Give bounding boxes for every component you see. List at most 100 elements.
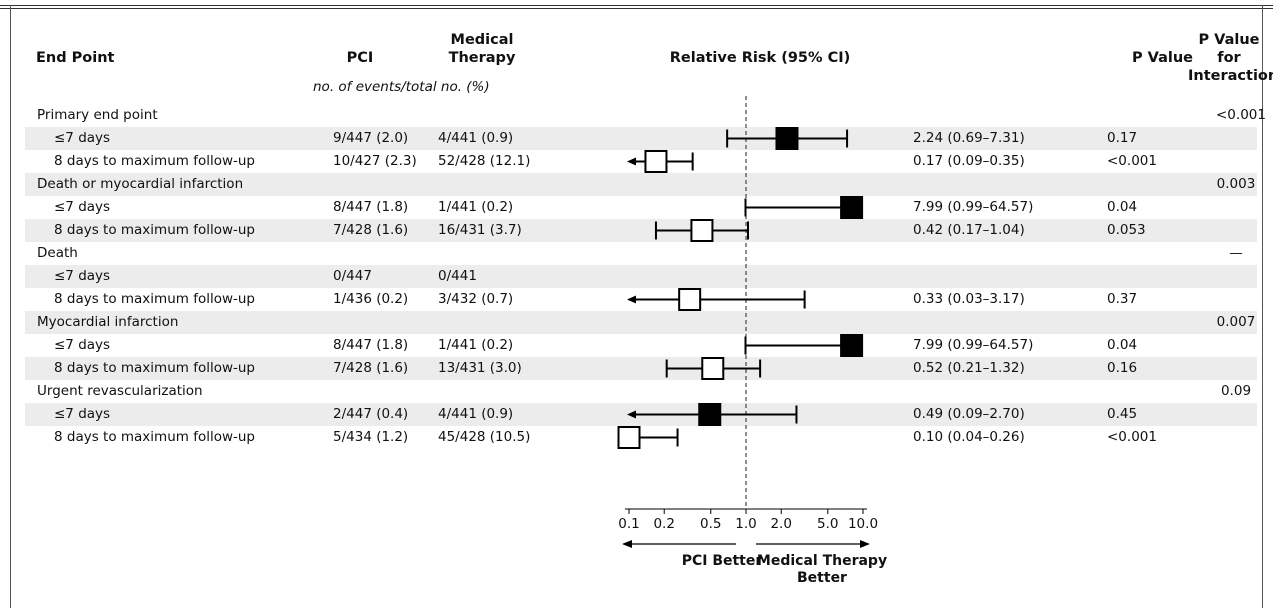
x-tick-label: 2.0 — [770, 516, 791, 532]
p-interaction-value: — — [1229, 245, 1243, 261]
subgroup-label: 8 days to maximum follow-up — [54, 429, 256, 445]
table-row: 8 days to maximum follow-up 5/434 (1.2) 45… — [25, 426, 1257, 449]
group-row: Urgent revascularization 0.09 — [25, 380, 1257, 403]
pci-count: 7/428 (1.6) — [333, 222, 409, 238]
x-tick-label: 1.0 — [735, 516, 756, 532]
table-row: ≤7 days 9/447 (2.0) 4/441 (0.9) 2.24 (0.69–… — [25, 127, 1257, 150]
pci-count: 10/427 (2.3) — [333, 153, 417, 169]
p-interaction-value: <0.001 — [1216, 107, 1266, 123]
point-estimate — [701, 357, 725, 380]
medical-count: 4/441 (0.9) — [438, 406, 514, 422]
group-row: Death or myocardial infarction 0.003 — [25, 173, 1257, 196]
header-pci: PCI — [346, 50, 374, 66]
figure-frame — [10, 5, 1263, 608]
medical-count: 13/431 (3.0) — [438, 360, 522, 376]
medical-count: 1/441 (0.2) — [438, 337, 514, 353]
endpoint-label: Death or myocardial infarction — [37, 176, 244, 192]
point-estimate — [698, 403, 722, 426]
medical-better-arrowhead — [860, 540, 870, 548]
endpoint-label: Urgent revascularization — [37, 383, 203, 399]
x-tick-label: 0.1 — [618, 516, 639, 532]
top-rule-inner — [0, 8, 1273, 9]
relative-risk-text: 0.49 (0.09–2.70) — [913, 406, 1025, 422]
relative-risk-text: 0.42 (0.17–1.04) — [913, 222, 1025, 238]
endpoint-label: Myocardial infarction — [37, 314, 179, 330]
point-estimate — [840, 334, 864, 357]
relative-risk-text: 7.99 (0.99–64.57) — [913, 337, 1034, 353]
table-row: 8 days to maximum follow-up 7/428 (1.6) 16… — [25, 219, 1257, 242]
subgroup-label: 8 days to maximum follow-up — [54, 153, 256, 169]
subgroup-label: ≤7 days — [54, 406, 111, 422]
p-interaction-value: 0.007 — [1216, 314, 1256, 330]
subgroup-label: 8 days to maximum follow-up — [54, 360, 256, 376]
p-value: 0.053 — [1107, 222, 1146, 238]
table-row: ≤7 days 8/447 (1.8) 1/441 (0.2) 7.99 (0.99–… — [25, 196, 1257, 219]
point-estimate — [678, 288, 702, 311]
medical-count: 3/432 (0.7) — [438, 291, 514, 307]
header-end-point: End Point — [36, 50, 115, 66]
relative-risk-text: 2.24 (0.69–7.31) — [913, 130, 1025, 146]
medical-count: 4/441 (0.9) — [438, 130, 514, 146]
table-row: ≤7 days 0/447 0/441 — [25, 265, 1257, 288]
table-row: 8 days to maximum follow-up 7/428 (1.6) 13… — [25, 357, 1257, 380]
subgroup-label: ≤7 days — [54, 199, 111, 215]
x-tick-label: 5.0 — [817, 516, 838, 532]
p-interaction-value: 0.003 — [1216, 176, 1256, 192]
medical-count: 52/428 (12.1) — [438, 153, 531, 169]
endpoint-label: Primary end point — [37, 107, 158, 123]
table-row: 8 days to maximum follow-up 10/427 (2.3) 5… — [25, 150, 1257, 173]
header-medical-therapy: Medical Therapy — [448, 32, 516, 66]
p-value: <0.001 — [1107, 153, 1157, 169]
x-tick-label: 0.2 — [653, 516, 674, 532]
group-row: Primary end point <0.001 — [25, 104, 1266, 127]
pci-count: 1/436 (0.2) — [333, 291, 409, 307]
relative-risk-text: 0.33 (0.03–3.17) — [913, 291, 1025, 307]
pci-count: 5/434 (1.2) — [333, 429, 409, 445]
endpoint-label: Death — [37, 245, 78, 261]
subgroup-label: ≤7 days — [54, 130, 111, 146]
pci-count: 8/447 (1.8) — [333, 337, 409, 353]
subgroup-label: 8 days to maximum follow-up — [54, 222, 256, 238]
ci-arrow-left — [627, 157, 636, 166]
pci-count: 8/447 (1.8) — [333, 199, 409, 215]
point-estimate — [775, 127, 799, 150]
subgroup-label: ≤7 days — [54, 268, 111, 284]
pci-better-label: PCI Better — [681, 553, 763, 569]
x-tick-label: 0.5 — [700, 516, 721, 532]
point-estimate — [690, 219, 714, 242]
header-p-interaction: P Value for Interaction — [1188, 32, 1273, 84]
point-estimate — [840, 196, 864, 219]
subgroup-label: ≤7 days — [54, 337, 111, 353]
p-value: 0.16 — [1107, 360, 1138, 376]
medical-count: 45/428 (10.5) — [438, 429, 531, 445]
p-value: 0.04 — [1107, 337, 1138, 353]
ci-arrow-left — [627, 410, 636, 419]
header-relative-risk: Relative Risk (95% CI) — [669, 50, 851, 66]
point-estimate — [617, 426, 641, 449]
group-row: Myocardial infarction 0.007 — [25, 311, 1257, 334]
medical-better-label: Medical Therapy Better — [756, 553, 888, 586]
table-row: ≤7 days 8/447 (1.8) 1/441 (0.2) 7.99 (0.99–… — [25, 334, 1257, 357]
relative-risk-text: 0.10 (0.04–0.26) — [913, 429, 1025, 445]
header-p-value: P Value — [1132, 50, 1194, 66]
table-row: 8 days to maximum follow-up 1/436 (0.2) 3/… — [25, 288, 1257, 311]
pci-better-arrowhead — [622, 540, 632, 548]
medical-count: 1/441 (0.2) — [438, 199, 514, 215]
ci-arrow-left — [627, 295, 636, 304]
p-interaction-value: 0.09 — [1220, 383, 1252, 399]
group-row: Death — — [25, 242, 1257, 265]
pci-count: 0/447 — [333, 268, 372, 284]
relative-risk-text: 0.17 (0.09–0.35) — [913, 153, 1025, 169]
pci-count: 9/447 (2.0) — [333, 130, 409, 146]
pci-count: 2/447 (0.4) — [333, 406, 409, 422]
point-estimate — [644, 150, 668, 173]
subgroup-label: 8 days to maximum follow-up — [54, 291, 256, 307]
medical-count: 16/431 (3.7) — [438, 222, 522, 238]
pci-count: 7/428 (1.6) — [333, 360, 409, 376]
p-value: 0.37 — [1107, 291, 1138, 307]
p-value: 0.45 — [1107, 406, 1138, 422]
relative-risk-text: 0.52 (0.21–1.32) — [913, 360, 1025, 376]
x-tick-label: 10.0 — [848, 516, 878, 532]
p-value: <0.001 — [1107, 429, 1157, 445]
